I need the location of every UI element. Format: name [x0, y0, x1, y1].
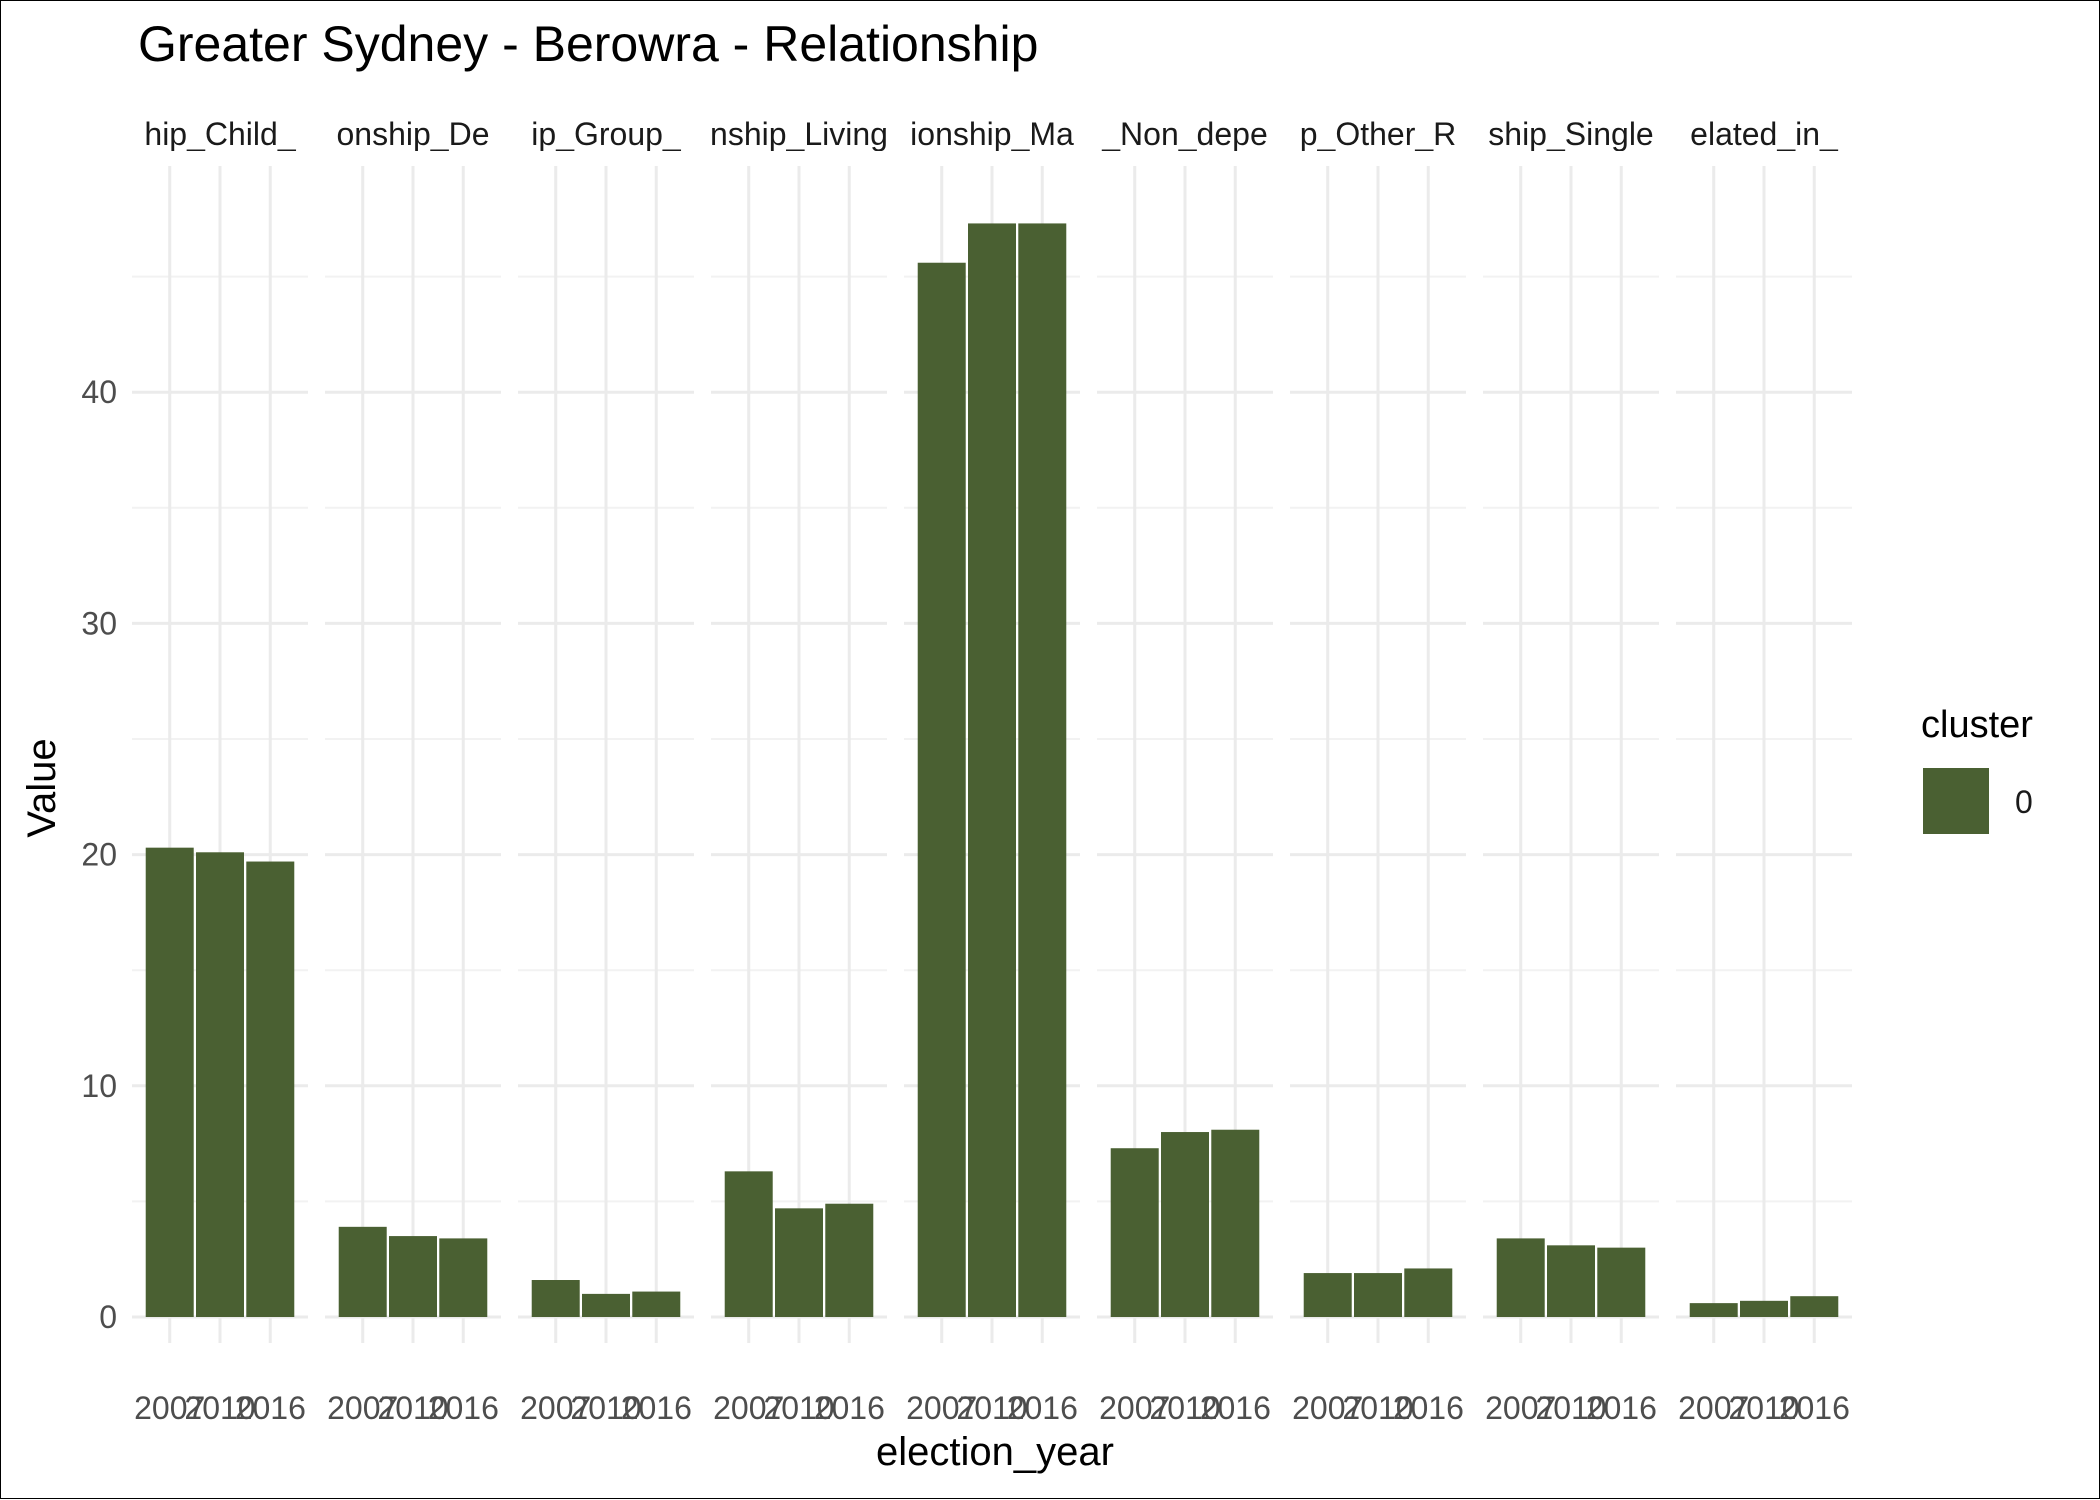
x-tick-label: 2010	[184, 1390, 255, 1426]
x-tick-label: 2016	[1393, 1390, 1464, 1426]
bar	[1496, 1238, 1545, 1317]
x-tick-label: 2010	[1728, 1390, 1799, 1426]
facet-strip-label: ionship_Ma	[910, 116, 1074, 152]
y-tick-label: 0	[99, 1299, 117, 1335]
facet-strip-label: ip_Group_	[531, 116, 682, 152]
bar	[1354, 1273, 1402, 1317]
x-tick-label: 2010	[377, 1390, 448, 1426]
legend-label-0: 0	[2015, 784, 2033, 820]
bar	[724, 1171, 773, 1317]
x-tick-label: 2007	[520, 1390, 591, 1426]
bar	[1597, 1247, 1646, 1317]
x-tick-label: 2010	[1149, 1390, 1220, 1426]
x-tick-label: 2016	[1586, 1390, 1657, 1426]
bar	[1303, 1273, 1352, 1317]
facet-strip-label: onship_De	[337, 116, 490, 152]
x-tick-label: 2007	[134, 1390, 205, 1426]
x-tick-label: 2007	[906, 1390, 977, 1426]
x-tick-label: 2016	[1779, 1390, 1850, 1426]
y-tick-label: 40	[81, 374, 117, 410]
bar	[531, 1280, 580, 1317]
y-tick-label: 20	[81, 837, 117, 873]
x-tick-label: 2016	[235, 1390, 306, 1426]
bar	[1689, 1303, 1738, 1317]
x-tick-label: 2010	[763, 1390, 834, 1426]
y-tick-label: 30	[81, 605, 117, 641]
bar	[775, 1208, 823, 1317]
bar	[145, 847, 194, 1317]
bar	[1547, 1245, 1595, 1317]
x-tick-label: 2007	[1678, 1390, 1749, 1426]
bar	[968, 223, 1016, 1318]
bar	[196, 852, 244, 1317]
bar	[582, 1293, 630, 1317]
bar	[917, 262, 966, 1317]
bar	[1110, 1148, 1159, 1317]
bar	[1740, 1300, 1788, 1317]
chart-title: Greater Sydney - Berowra - Relationship	[138, 16, 1038, 72]
legend: cluster 0	[1921, 704, 2033, 834]
bar	[825, 1203, 874, 1317]
x-tick-label: 2007	[1099, 1390, 1170, 1426]
x-tick-label: 2010	[1342, 1390, 1413, 1426]
facet-panels: 200720102016hip_Child_200720102016onship…	[132, 116, 1852, 1426]
bar	[246, 861, 295, 1317]
x-tick-label: 2016	[621, 1390, 692, 1426]
x-tick-label: 2016	[1200, 1390, 1271, 1426]
bar	[1404, 1268, 1453, 1317]
bar	[338, 1226, 387, 1317]
x-tick-label: 2007	[1485, 1390, 1556, 1426]
y-axis: 0 10 20 30 40	[81, 374, 117, 1335]
bar	[632, 1291, 681, 1317]
x-tick-label: 2016	[1007, 1390, 1078, 1426]
x-tick-label: 2016	[814, 1390, 885, 1426]
x-tick-label: 2010	[956, 1390, 1027, 1426]
facet-strip-label: hip_Child_	[144, 116, 296, 152]
bar	[1790, 1296, 1839, 1317]
x-tick-label: 2010	[1535, 1390, 1606, 1426]
legend-key-0	[1923, 768, 1989, 834]
x-tick-label: 2007	[327, 1390, 398, 1426]
bar	[1211, 1129, 1260, 1317]
facet-strip-label: ship_Single	[1488, 116, 1653, 152]
x-tick-label: 2016	[428, 1390, 499, 1426]
x-tick-label: 2007	[713, 1390, 784, 1426]
facet-strip-label: p_Other_R	[1300, 116, 1457, 152]
x-tick-label: 2010	[570, 1390, 641, 1426]
x-tick-label: 2007	[1292, 1390, 1363, 1426]
y-axis-title: Value	[20, 738, 64, 837]
facet-strip-label: nship_Living	[710, 116, 888, 152]
bar	[439, 1238, 488, 1317]
y-tick-label: 10	[81, 1068, 117, 1104]
legend-title: cluster	[1921, 704, 2033, 746]
bar	[1018, 223, 1067, 1318]
x-axis-title: election_year	[876, 1430, 1114, 1474]
bar	[389, 1236, 437, 1317]
facet-strip-label: elated_in_	[1690, 116, 1839, 152]
bar	[1161, 1132, 1209, 1317]
facet-strip-label: _Non_depe	[1101, 116, 1267, 152]
